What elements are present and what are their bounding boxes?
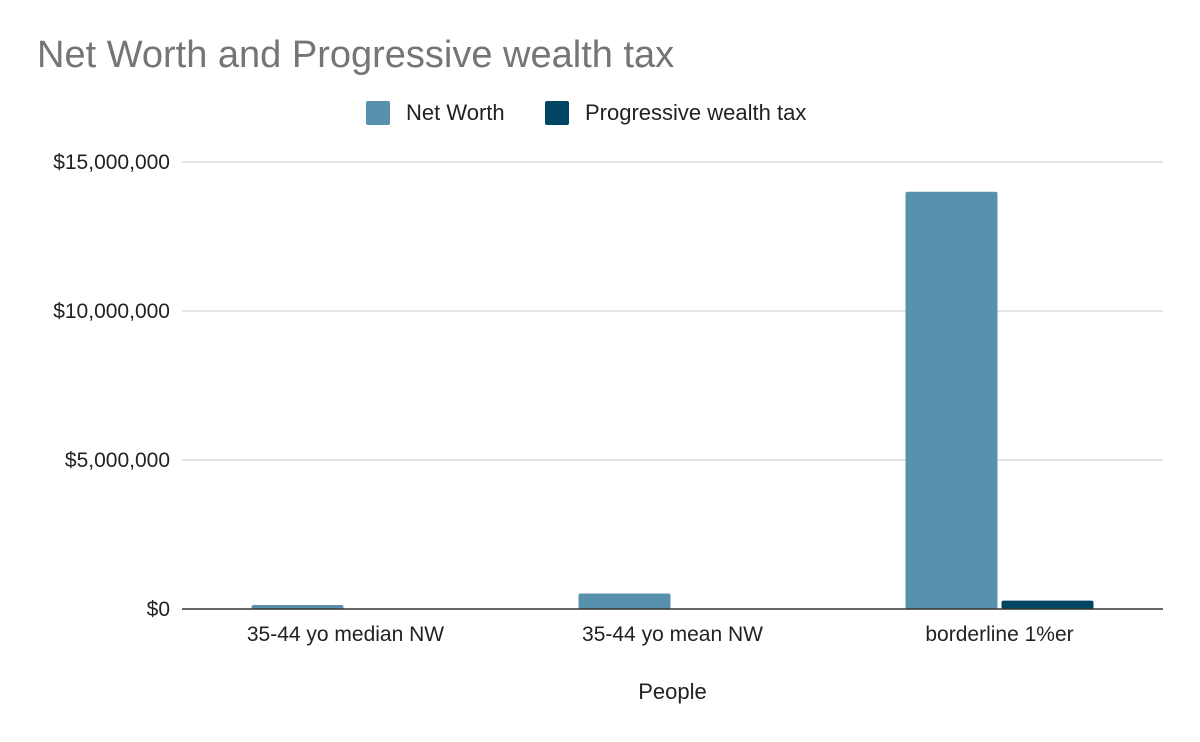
- x-tick-label: 35-44 yo mean NW: [582, 623, 763, 646]
- legend-label-net-worth: Net Worth: [406, 100, 505, 125]
- legend-item-net-worth: Net Worth: [366, 100, 505, 126]
- x-axis-title: People: [638, 679, 707, 704]
- bar: [578, 593, 671, 609]
- legend: Net Worth Progressive wealth tax: [0, 100, 1200, 126]
- chart-title: Net Worth and Progressive wealth tax: [37, 34, 675, 76]
- y-tick-label: $15,000,000: [53, 151, 170, 174]
- legend-item-progressive-wealth-tax: Progressive wealth tax: [545, 100, 806, 126]
- legend-label-progressive-wealth-tax: Progressive wealth tax: [585, 100, 807, 125]
- legend-swatch-progressive-wealth-tax: [545, 101, 569, 125]
- y-tick-label: $5,000,000: [65, 449, 170, 472]
- y-tick-label: $10,000,000: [53, 300, 170, 323]
- bar: [251, 604, 344, 609]
- y-tick-label: $0: [147, 598, 170, 621]
- bar: [905, 191, 998, 610]
- x-tick-label: borderline 1%er: [925, 623, 1073, 646]
- bar: [1001, 600, 1094, 609]
- x-tick-label: 35-44 yo median NW: [247, 623, 444, 646]
- legend-swatch-net-worth: [366, 101, 390, 125]
